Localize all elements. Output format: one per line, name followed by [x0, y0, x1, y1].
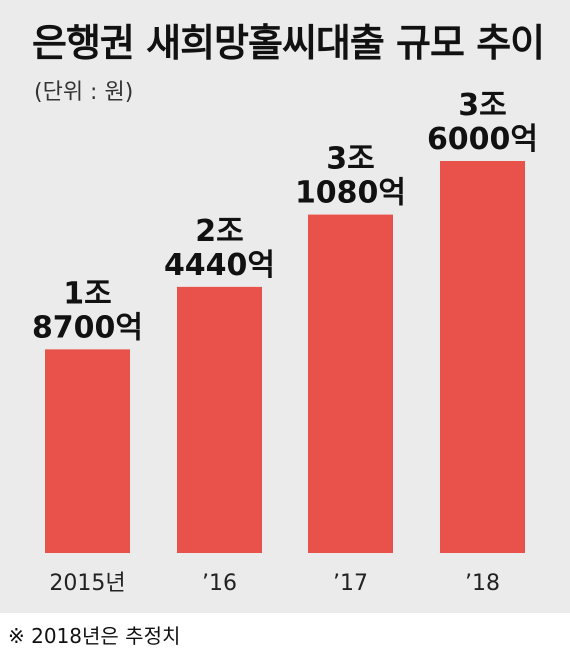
chart-title: 은행권 새희망홀씨대출 규모 추이 [32, 21, 545, 65]
x-tick-3: ’17 [333, 571, 368, 596]
bar-1 [45, 349, 130, 553]
bar-2-label-line2: 4440억 [164, 248, 275, 283]
x-tick-1: 2015년 [49, 571, 125, 596]
footnote: ※ 2018년은 추정치 [8, 624, 181, 648]
bar-3 [308, 214, 393, 553]
bar-1-label-line2: 8700억 [32, 310, 143, 345]
x-tick-4: ’18 [465, 571, 500, 596]
bar-3-label-line1: 3조 [326, 142, 374, 177]
bar-4-label-line2: 6000억 [427, 122, 538, 157]
bar-1-label-line1: 1조 [63, 276, 111, 311]
bar-2-label-line1: 2조 [195, 214, 243, 249]
bar-4 [440, 161, 525, 553]
bar-2 [177, 286, 262, 553]
unit-label: (단위 : 원) [34, 80, 134, 105]
bar-3-label-line2: 1080억 [295, 176, 406, 211]
bar-chart: 1조8700억2015년2조4440억’163조1080억’173조6000억’… [32, 88, 538, 596]
x-tick-2: ’16 [202, 571, 237, 596]
bar-4-label-line1: 3조 [458, 88, 506, 123]
